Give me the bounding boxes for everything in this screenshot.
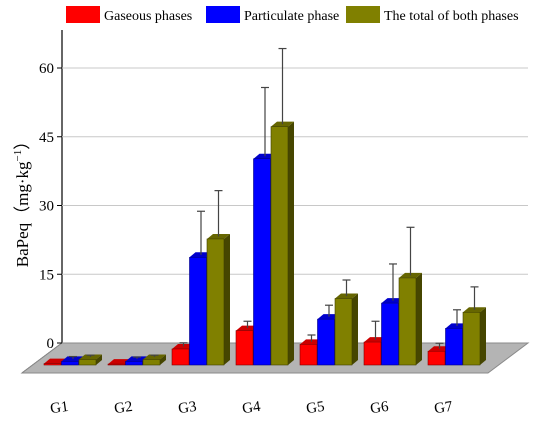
x-tick-label: G6 <box>369 399 390 417</box>
x-tick-label: G2 <box>113 399 133 417</box>
legend-swatch <box>66 6 100 23</box>
x-tick-label: G7 <box>433 399 454 417</box>
error-bars-layer <box>69 47 479 359</box>
legend-swatch <box>346 6 380 23</box>
gridlines <box>62 67 528 275</box>
y-axis-unit-close: ） <box>13 133 32 150</box>
bars-layer <box>43 121 486 366</box>
legend: Gaseous phases Particulate phase The total… <box>66 6 519 24</box>
y-axis-title: BaPeq（mg·kg−1） <box>12 133 32 268</box>
y-tick-label: 30 <box>39 199 54 215</box>
bar-G6-2 <box>398 272 422 366</box>
y-tick-label: 0 <box>47 336 55 352</box>
y-tick-label: 15 <box>39 267 54 283</box>
y-axis-label: BaPeq <box>13 222 32 267</box>
legend-label: Gaseous phases <box>104 9 192 24</box>
x-tick-label: G3 <box>177 399 197 417</box>
x-tick-label: G5 <box>305 399 325 417</box>
bar-G4-2 <box>270 121 294 366</box>
y-tick-labels: 0 15 30 45 60 <box>39 61 62 352</box>
bar-G7-2 <box>462 307 486 366</box>
y-tick-label: 45 <box>39 130 54 146</box>
legend-label: Particulate phase <box>244 9 339 24</box>
x-tick-label: G4 <box>241 399 262 417</box>
x-tick-labels: G1 G2 G3 G4 G5 G6 G7 <box>49 399 454 417</box>
legend-label: The total of both phases <box>384 9 519 24</box>
y-tick-label: 60 <box>39 61 54 77</box>
y-axis-unit-exponent: −1 <box>12 150 24 162</box>
bar-G5-2 <box>334 293 358 366</box>
y-axis-unit: （mg·kg <box>13 161 32 223</box>
bar-G1-2 <box>78 354 102 366</box>
bar-G3-2 <box>206 233 230 366</box>
legend-swatch <box>206 6 240 23</box>
x-tick-label: G1 <box>49 399 69 417</box>
